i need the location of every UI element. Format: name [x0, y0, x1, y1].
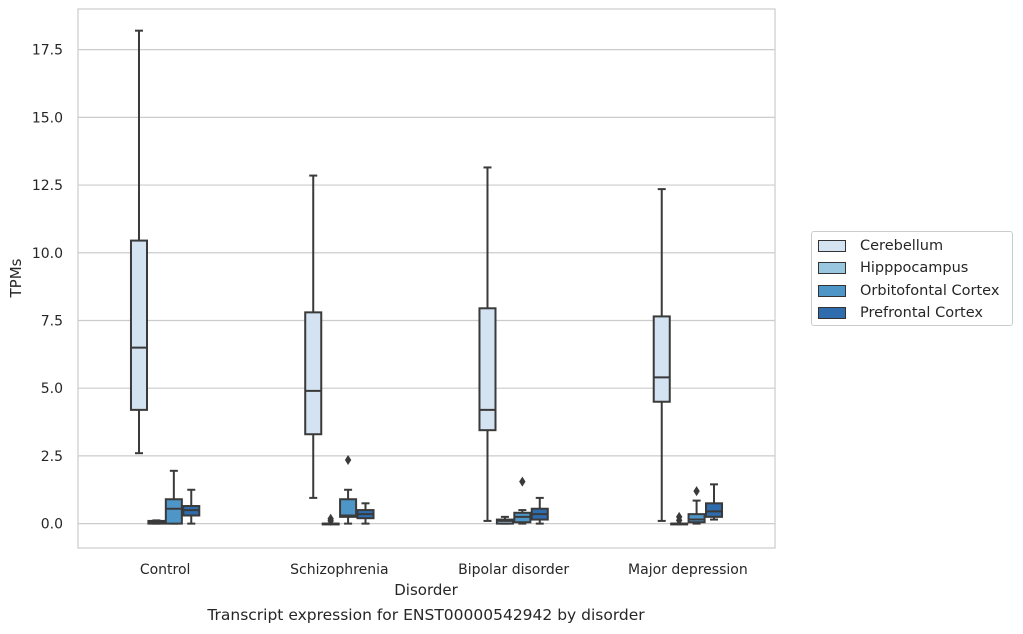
box-body — [652, 315, 671, 403]
box-cerebellum-schizophrenia — [304, 174, 323, 499]
box-prefrontal-cortex-schizophrenia — [356, 502, 375, 525]
y-tick-label: 5.0 — [41, 381, 63, 397]
outlier-point — [693, 486, 700, 497]
chart-caption: Transcript expression for ENST0000054294… — [207, 606, 645, 624]
box-orbitofontal-cortex-bipolar-disorder — [513, 476, 532, 525]
x-tick-label: Schizophrenia — [290, 562, 388, 578]
box-prefrontal-cortex-major-depression — [704, 483, 724, 521]
box-body — [704, 502, 724, 518]
plot-frame — [77, 8, 776, 549]
x-tick-label: Major depression — [628, 562, 748, 578]
box-hipppocampus-control — [147, 519, 166, 525]
box-body — [164, 498, 183, 525]
x-tick-labels: Control Schizophrenia Bipolar disorder Majo… — [140, 562, 748, 578]
box-body — [478, 307, 497, 432]
legend-item-orbitofrontal-cortex: Orbitofontal Cortex — [818, 282, 999, 300]
outlier-point — [327, 513, 334, 524]
y-tick-label: 12.5 — [32, 178, 63, 194]
box-cerebellum-bipolar-disorder — [478, 166, 497, 522]
legend-swatch-prefrontal-cortex — [818, 307, 846, 319]
x-axis-label: Disorder — [394, 581, 458, 599]
legend-item-cerebellum: Cerebellum — [818, 237, 943, 255]
box-orbitofontal-cortex-major-depression — [687, 486, 706, 525]
box-orbitofontal-cortex-control — [164, 469, 183, 525]
gridlines — [78, 49, 775, 525]
box-hipppocampus-schizophrenia — [321, 513, 340, 526]
legend-label-cerebellum: Cerebellum — [860, 238, 944, 254]
box-hipppocampus-bipolar-disorder — [495, 515, 514, 525]
box-hipppocampus-major-depression — [670, 511, 689, 526]
y-tick-label: 0.0 — [41, 517, 63, 533]
y-tick-label: 10.0 — [32, 246, 63, 262]
legend-item-hippocampus: Hipppocampus — [818, 259, 968, 277]
x-tick-label: Control — [140, 562, 191, 578]
box-prefrontal-cortex-bipolar-disorder — [530, 496, 549, 525]
outlier-point — [675, 511, 683, 522]
x-tick-label: Bipolar disorder — [458, 562, 569, 578]
box-body — [339, 498, 358, 518]
legend-swatch-orbitofrontal-cortex — [818, 285, 846, 297]
legend-item-prefrontal-cortex: Prefrontal Cortex — [818, 304, 983, 322]
outlier-point — [344, 454, 352, 465]
legend-label-prefrontal-cortex: Prefrontal Cortex — [860, 305, 983, 321]
y-tick-label: 7.5 — [41, 313, 63, 329]
y-tick-label: 2.5 — [41, 449, 63, 465]
legend-label-hippocampus: Hipppocampus — [860, 260, 969, 276]
boxes — [129, 29, 724, 526]
y-tick-label: 17.5 — [32, 43, 63, 59]
box-cerebellum-control — [129, 29, 149, 455]
legend-swatch-hippocampus — [818, 262, 846, 274]
y-axis-label: TPMs — [7, 258, 25, 298]
box-body — [687, 513, 706, 524]
legend: Cerebellum Hipppocampus Orbitofontal Cor… — [811, 231, 1013, 326]
box-body — [304, 311, 323, 436]
box-prefrontal-cortex-control — [182, 488, 201, 525]
box-body — [129, 239, 149, 411]
legend-label-orbitofrontal-cortex: Orbitofontal Cortex — [860, 283, 1000, 299]
y-tick-labels: 0.0 2.5 5.0 7.5 10.0 12.5 15.0 17.5 — [32, 43, 63, 533]
box-cerebellum-major-depression — [652, 188, 671, 522]
legend-swatch-cerebellum — [818, 240, 846, 252]
y-tick-label: 15.0 — [32, 110, 63, 126]
outlier-point — [519, 476, 526, 487]
box-orbitofontal-cortex-schizophrenia — [339, 454, 358, 525]
